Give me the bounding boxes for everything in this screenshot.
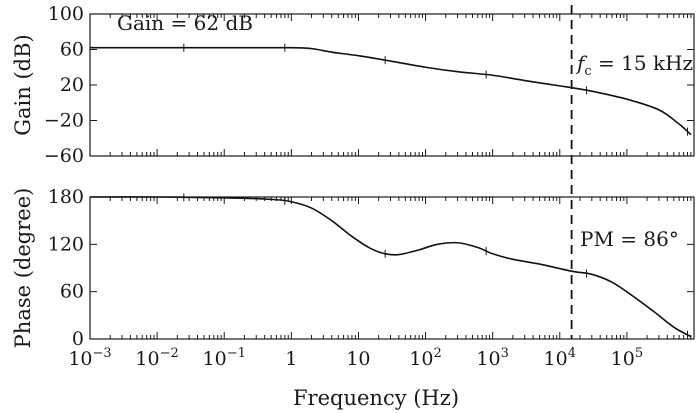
- x-tick-label-exponent: −2: [160, 346, 179, 361]
- gain-curve-markers: [183, 43, 688, 136]
- gain-panel: 100 60 20 −20 −60 Gain = 62 dB Gain (dB) fc …: [11, 3, 695, 167]
- phase-panel: 180 120 60 0 PM = 86° Phase (degree): [11, 186, 695, 350]
- x-tick-label: 104: [544, 346, 576, 370]
- gain-tick-marks: [89, 13, 694, 157]
- x-tick-label: 10−1: [203, 346, 246, 370]
- x-tick-label: 10: [346, 348, 370, 370]
- phase-y-tick-labels: 180 120 60 0: [48, 186, 84, 350]
- x-tick-label-base: 1: [285, 348, 297, 370]
- x-tick-label-exponent: 3: [501, 346, 509, 361]
- x-tick-label: 105: [611, 346, 643, 370]
- phase-margin-annotation: PM = 86°: [580, 227, 679, 251]
- x-tick-label-base: 10: [476, 348, 500, 370]
- crossover-label-value: = 15 kHz: [592, 51, 693, 75]
- crossover-label-sub: c: [584, 64, 591, 79]
- x-tick-labels: 10−3 10−2 10−1 1 10 102 103 104 105: [68, 346, 643, 370]
- x-tick-label-base: 10: [203, 348, 227, 370]
- gain-y-tick-label: 20: [60, 74, 84, 96]
- gain-y-tick-label: 100: [48, 3, 84, 25]
- phase-y-tick-label: 60: [60, 281, 84, 303]
- x-tick-label: 10−2: [135, 346, 178, 370]
- phase-y-tick-label: 180: [48, 186, 84, 208]
- x-tick-label-base: 10: [135, 348, 159, 370]
- phase-y-tick-label: 120: [48, 233, 84, 255]
- gain-plot-frame: [89, 13, 695, 157]
- x-tick-label-base: 10: [544, 348, 568, 370]
- x-tick-label-exponent: −3: [93, 346, 112, 361]
- x-tick-label-base: 10: [409, 348, 433, 370]
- phase-tick-marks: [89, 196, 694, 340]
- x-tick-label-exponent: 2: [434, 346, 442, 361]
- x-tick-label: 102: [409, 346, 441, 370]
- gain-y-tick-label: −60: [44, 145, 84, 167]
- x-tick-label: 1: [285, 348, 297, 370]
- gain-annotation: Gain = 62 dB: [117, 11, 253, 35]
- x-tick-label: 10−3: [68, 346, 111, 370]
- x-tick-label-exponent: 4: [568, 346, 576, 361]
- phase-curve-markers: [183, 193, 688, 339]
- gain-y-tick-label: 60: [60, 39, 84, 61]
- x-tick-label-base: 10: [68, 348, 92, 370]
- x-tick-label: 103: [476, 346, 508, 370]
- x-tick-label-exponent: 5: [635, 346, 643, 361]
- phase-curve: [89, 196, 692, 338]
- x-tick-label-base: 10: [346, 348, 370, 370]
- gain-y-tick-labels: 100 60 20 −20 −60: [44, 3, 84, 167]
- phase-axis-title: Phase (degree): [11, 188, 35, 349]
- x-tick-label-base: 10: [611, 348, 635, 370]
- phase-y-tick-label: 0: [72, 328, 84, 350]
- x-tick-label-exponent: −1: [227, 346, 246, 361]
- gain-y-tick-label: −20: [44, 110, 84, 132]
- gain-axis-title: Gain (dB): [11, 34, 35, 135]
- gain-curve: [90, 46, 692, 136]
- x-axis-title: Frequency (Hz): [293, 386, 459, 410]
- crossover-label: fc = 15 kHz: [575, 51, 693, 79]
- phase-plot-frame: [89, 196, 695, 340]
